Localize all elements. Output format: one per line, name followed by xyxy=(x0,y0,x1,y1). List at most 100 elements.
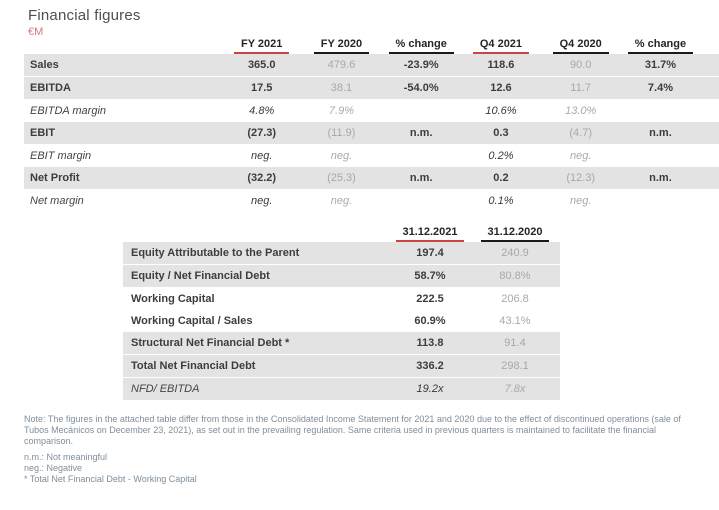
cell-spacer xyxy=(700,122,719,145)
row-label: Working Capital xyxy=(131,293,215,305)
cell: 0.2% xyxy=(488,150,514,162)
cell: 12.6 xyxy=(461,76,541,100)
cell: 0.1% xyxy=(488,195,514,207)
table-row-sales: Sales 365.0 479.6 -23.9% 118.6 90.0 31.7… xyxy=(24,54,719,77)
cell: 7.4% xyxy=(620,76,701,100)
cell: 479.6 xyxy=(301,54,382,77)
row-label: EBITDA margin xyxy=(30,105,107,117)
table-row-net-profit: Net Profit (32.2) (25.3) n.m. 0.2 (12.3)… xyxy=(24,167,719,190)
column-header-change-q4: % change xyxy=(621,33,701,54)
row-label: EBIT margin xyxy=(30,150,92,162)
balance-table: 31.12.2021 31.12.2020 Equity Attributabl… xyxy=(123,219,560,401)
cell: neg. xyxy=(250,150,273,162)
row-label: Net margin xyxy=(30,195,84,207)
page-title: Financial figures xyxy=(28,7,141,24)
cell: (12.3) xyxy=(540,167,621,190)
legend-neg: neg.: Negative xyxy=(24,463,83,473)
balance-table-header-row: 31.12.2021 31.12.2020 xyxy=(123,219,560,242)
income-table: FY 2021 FY 2020 % change Q4 2021 Q4 2020… xyxy=(24,33,719,212)
cell: 206.8 xyxy=(501,293,529,305)
row-label: EBIT xyxy=(24,122,222,145)
cell-spacer xyxy=(700,76,719,100)
cell: 113.8 xyxy=(390,332,470,355)
cell: 4.8% xyxy=(249,105,275,117)
cell: 31.7% xyxy=(620,54,701,77)
cell-spacer xyxy=(700,190,719,213)
footnote-legend: n.m.: Not meaningful neg.: Negative * To… xyxy=(24,452,424,485)
cell: 240.9 xyxy=(470,242,560,265)
cell xyxy=(381,190,461,213)
row-label: Sales xyxy=(24,54,222,77)
cell: -54.0% xyxy=(381,76,462,100)
row-label: Working Capital / Sales xyxy=(131,315,253,327)
cell: (4.7) xyxy=(540,122,621,145)
cell: 365.0 xyxy=(221,54,302,77)
cell: -23.9% xyxy=(381,54,462,77)
cell xyxy=(621,190,701,213)
cell: (32.2) xyxy=(221,167,302,190)
row-label: NFD/ EBITDA xyxy=(123,377,390,401)
cell xyxy=(381,145,461,168)
column-header-spacer xyxy=(24,33,222,54)
column-header-fy2021: FY 2021 xyxy=(222,33,302,54)
column-header-spacer xyxy=(123,219,390,242)
cell: 19.2x xyxy=(390,377,470,401)
cell: (25.3) xyxy=(301,167,382,190)
cell-spacer xyxy=(700,145,719,168)
cell: 222.5 xyxy=(416,293,444,305)
cell: 10.6% xyxy=(485,105,517,117)
cell: 0.3 xyxy=(461,122,541,145)
cell: neg. xyxy=(330,150,353,162)
cell: 7.8x xyxy=(470,377,560,401)
table-row-nfd-ebitda: NFD/ EBITDA 19.2x 7.8x xyxy=(123,377,560,401)
column-header-31122021: 31.12.2021 xyxy=(390,219,470,242)
currency-unit: €M xyxy=(28,26,44,38)
cell xyxy=(621,145,701,168)
cell: 336.2 xyxy=(390,354,470,378)
cell-spacer xyxy=(700,54,719,77)
table-row-net-margin: Net margin neg. neg. 0.1% neg. xyxy=(24,190,719,213)
cell: 58.7% xyxy=(390,264,470,288)
cell: neg. xyxy=(330,195,353,207)
income-table-header-row: FY 2021 FY 2020 % change Q4 2021 Q4 2020… xyxy=(24,33,719,54)
cell: 91.4 xyxy=(470,332,560,355)
cell-spacer xyxy=(700,167,719,190)
cell: 118.6 xyxy=(461,54,541,77)
cell: 13.0% xyxy=(565,105,597,117)
cell: 38.1 xyxy=(301,76,382,100)
row-label: Equity / Net Financial Debt xyxy=(123,264,390,288)
cell: (11.9) xyxy=(301,122,382,145)
table-row-equity-nfd: Equity / Net Financial Debt 58.7% 80.8% xyxy=(123,264,560,288)
legend-nm: n.m.: Not meaningful xyxy=(24,452,108,462)
row-label: Equity Attributable to the Parent xyxy=(123,242,390,265)
cell: 17.5 xyxy=(221,76,302,100)
cell: 11.7 xyxy=(540,76,621,100)
cell-spacer xyxy=(700,100,719,123)
column-header-change-fy: % change xyxy=(381,33,461,54)
cell: n.m. xyxy=(620,167,701,190)
table-row-structural-nfd: Structural Net Financial Debt * 113.8 91… xyxy=(123,332,560,355)
row-label: EBITDA xyxy=(24,76,222,100)
cell: 90.0 xyxy=(540,54,621,77)
table-row-ebitda-margin: EBITDA margin 4.8% 7.9% 10.6% 13.0% xyxy=(24,100,719,123)
cell: n.m. xyxy=(381,122,462,145)
column-header-31122020: 31.12.2020 xyxy=(470,219,560,242)
row-label: Total Net Financial Debt xyxy=(123,354,390,378)
table-row-equity-parent: Equity Attributable to the Parent 197.4 … xyxy=(123,242,560,265)
cell: n.m. xyxy=(381,167,462,190)
cell: 0.2 xyxy=(461,167,541,190)
row-label: Net Profit xyxy=(24,167,222,190)
cell xyxy=(621,100,701,123)
cell: neg. xyxy=(569,195,592,207)
cell xyxy=(381,100,461,123)
cell: neg. xyxy=(569,150,592,162)
legend-structural: * Total Net Financial Debt - Working Cap… xyxy=(24,474,197,484)
cell: neg. xyxy=(250,195,273,207)
row-label: Structural Net Financial Debt * xyxy=(123,332,390,355)
table-row-ebit-margin: EBIT margin neg. neg. 0.2% neg. xyxy=(24,145,719,168)
column-header-q42021: Q4 2021 xyxy=(461,33,541,54)
cell: 197.4 xyxy=(390,242,470,265)
cell: n.m. xyxy=(620,122,701,145)
cell: 43.1% xyxy=(499,315,531,327)
